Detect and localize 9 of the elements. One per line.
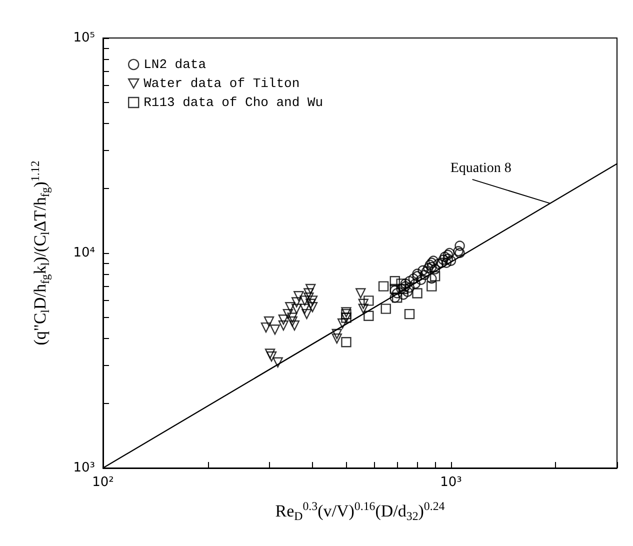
y-tick-label: 10⁵ — [73, 30, 95, 46]
legend-label: LN2 data — [144, 57, 206, 72]
y-tick-label: 10³ — [73, 460, 95, 476]
annotation: Equation 8 — [450, 160, 512, 176]
legend-label: R113 data of Cho and Wu — [144, 95, 324, 110]
y-tick-label: 10⁴ — [73, 246, 95, 260]
legend-label: Water data of Tilton — [144, 76, 300, 91]
x-tick-label: 10² — [92, 475, 114, 490]
text: (q"ClD/hfgkl)/(ClΔT/hfg)1.12 — [28, 160, 52, 346]
